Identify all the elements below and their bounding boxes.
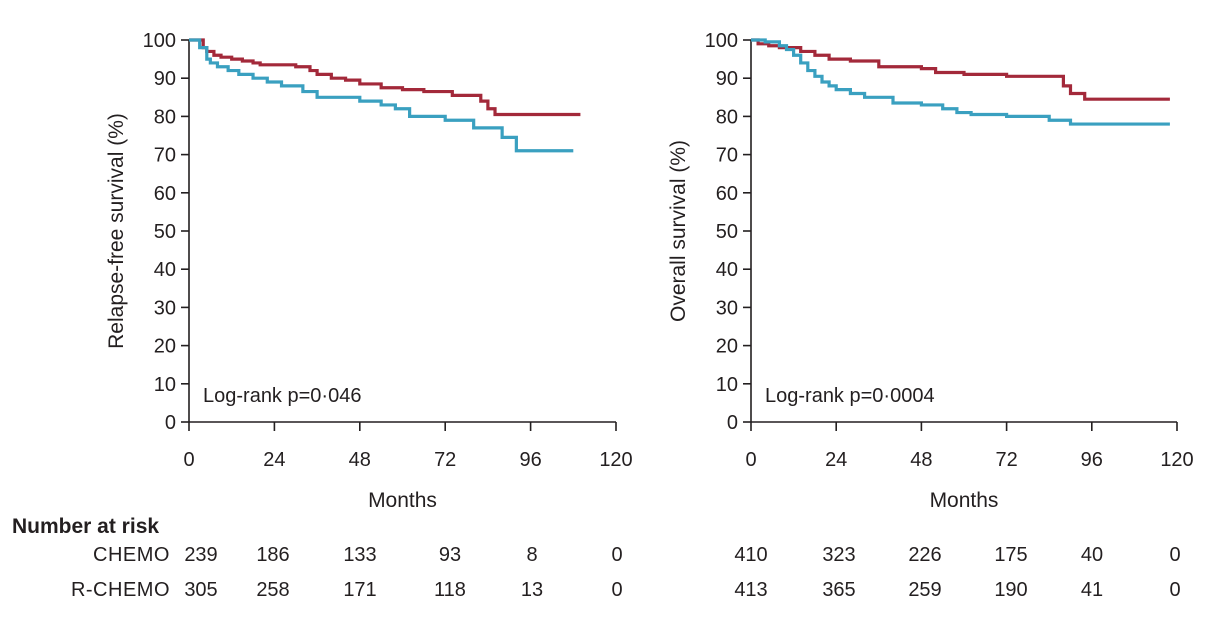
log-rank-annotation: Log-rank p=0·046	[203, 385, 361, 407]
y-tick-label: 60	[154, 183, 176, 205]
y-tick-label: 20	[154, 336, 176, 358]
y-tick-label: 20	[716, 336, 738, 358]
x-tick-label: 48	[910, 449, 932, 471]
x-tick-label: 0	[745, 449, 756, 471]
x-tick-label: 72	[434, 449, 456, 471]
y-tick-label: 30	[716, 297, 738, 319]
risk-count: 13	[521, 579, 543, 601]
y-tick-label: 60	[716, 183, 738, 205]
x-axis-title: Months	[930, 489, 999, 512]
survival-curve-blue	[189, 38, 574, 153]
risk-count: 413	[734, 579, 767, 601]
y-tick-label: 90	[716, 68, 738, 90]
x-tick-label: 96	[519, 449, 541, 471]
x-tick-label: 120	[599, 449, 632, 471]
risk-count: 8	[526, 544, 537, 566]
risk-count: 118	[434, 579, 466, 601]
risk-table-title: Number at risk	[12, 515, 159, 538]
y-tick-label: 80	[154, 106, 176, 128]
x-tick-label: 24	[263, 449, 285, 471]
risk-count: 41	[1081, 579, 1103, 601]
y-tick-label: 40	[716, 259, 738, 281]
y-tick-label: 50	[154, 221, 176, 243]
y-tick-label: 50	[716, 221, 738, 243]
risk-count: 323	[822, 544, 855, 566]
risk-count: 133	[343, 544, 376, 566]
risk-count: 93	[439, 544, 461, 566]
y-tick-label: 10	[716, 374, 738, 396]
y-tick-label: 70	[154, 145, 176, 167]
risk-count: 190	[994, 579, 1027, 601]
risk-count: 0	[1169, 544, 1180, 566]
y-tick-label: 0	[165, 412, 176, 434]
risk-count: 0	[611, 579, 622, 601]
risk-count: 226	[908, 544, 941, 566]
risk-count: 171	[343, 579, 376, 601]
risk-count: 305	[184, 579, 217, 601]
x-tick-label: 72	[995, 449, 1017, 471]
risk-count: 239	[184, 544, 217, 566]
risk-row-label: CHEMO	[93, 544, 170, 566]
risk-count: 0	[611, 544, 622, 566]
y-tick-label: 90	[154, 68, 176, 90]
y-tick-label: 100	[705, 30, 738, 52]
risk-count: 259	[908, 579, 941, 601]
x-axis-title: Months	[368, 489, 437, 512]
log-rank-annotation: Log-rank p=0·0004	[765, 385, 935, 407]
y-tick-label: 10	[154, 374, 176, 396]
y-tick-label: 80	[716, 106, 738, 128]
x-tick-label: 24	[825, 449, 847, 471]
x-tick-label: 120	[1160, 449, 1193, 471]
risk-row-label: R-CHEMO	[71, 579, 170, 601]
x-tick-label: 48	[349, 449, 371, 471]
y-tick-label: 70	[716, 145, 738, 167]
y-axis-title: Relapse-free survival (%)	[105, 113, 128, 349]
x-tick-label: 96	[1081, 449, 1103, 471]
risk-count: 175	[994, 544, 1027, 566]
survival-curve-red	[189, 38, 581, 117]
y-tick-label: 30	[154, 297, 176, 319]
risk-count: 186	[256, 544, 289, 566]
risk-count: 40	[1081, 544, 1103, 566]
risk-count: 410	[734, 544, 767, 566]
risk-count: 0	[1169, 579, 1180, 601]
y-tick-label: 40	[154, 259, 176, 281]
relapse-free-survival-panel: 0 10 20 30 40 50 60 70 80 90 100 0 24 48 72 96 120 Months…	[105, 30, 633, 512]
x-tick-label: 0	[183, 449, 194, 471]
risk-count: 365	[822, 579, 855, 601]
y-tick-label: 0	[727, 412, 738, 434]
y-axis-title: Overall survival (%)	[667, 140, 690, 322]
risk-count: 258	[256, 579, 289, 601]
survival-curve-blue	[751, 38, 1170, 126]
overall-survival-panel: 0 10 20 30 40 50 60 70 80 90 100 0 24 48 72 96 120 Months…	[667, 30, 1194, 512]
y-tick-label: 100	[143, 30, 176, 52]
